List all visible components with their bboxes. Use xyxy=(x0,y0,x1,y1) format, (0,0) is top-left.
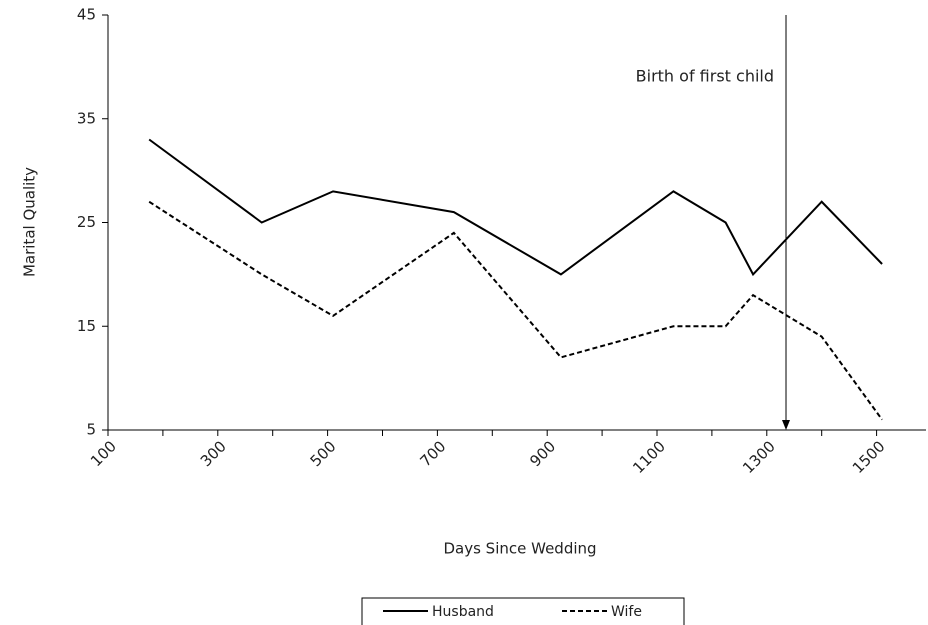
x-axis-label: Days Since Wedding xyxy=(443,540,596,558)
legend-box xyxy=(361,597,685,625)
y-tick-label: 35 xyxy=(77,109,96,127)
x-tick-label: 100 xyxy=(87,437,120,470)
legend-label: Husband xyxy=(432,604,494,620)
x-tick-label: 1100 xyxy=(629,437,669,477)
x-tick-label: 700 xyxy=(416,437,449,470)
annotation-arrowhead xyxy=(782,420,791,430)
y-tick-label: 25 xyxy=(77,213,96,231)
y-tick-label: 45 xyxy=(77,6,96,24)
y-axis-label: Marital Quality xyxy=(21,167,39,277)
y-tick-label: 15 xyxy=(77,317,96,335)
x-tick-label: 1500 xyxy=(849,437,889,477)
x-tick-label: 900 xyxy=(526,437,559,470)
y-tick-label: 5 xyxy=(86,421,96,439)
series-line xyxy=(148,138,883,277)
legend-label: Wife xyxy=(611,604,642,620)
annotation-text: Birth of first child xyxy=(636,67,774,86)
x-tick-label: 300 xyxy=(197,437,230,470)
x-tick-label: 1300 xyxy=(739,437,779,477)
series-line xyxy=(148,200,883,421)
x-tick-label: 500 xyxy=(307,437,340,470)
